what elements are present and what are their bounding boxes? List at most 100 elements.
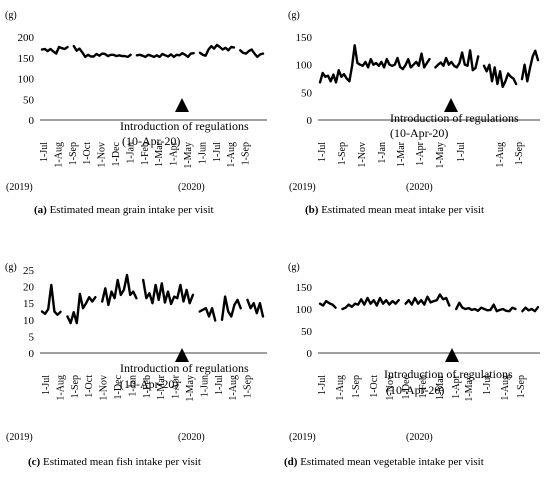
annotation-date: (10-Apr-20)	[390, 126, 448, 140]
y-tick-label: 0	[29, 115, 35, 127]
series-line-segment	[482, 63, 518, 89]
series-line-segment	[141, 278, 195, 306]
y-unit-label: (g)	[5, 10, 17, 21]
y-unit-label: (g)	[288, 10, 300, 21]
caption-letter: (c)	[28, 456, 43, 468]
x-tick-label: 1-May	[183, 142, 194, 169]
x-tick-label: 1-Oct	[84, 375, 95, 398]
x-tick-label: 1-Apr	[171, 374, 182, 399]
annotation-date: (10-Apr-20)	[122, 134, 180, 148]
x-tick-label: 1-Nov	[357, 142, 368, 168]
x-tick-label: 1-Oct	[82, 142, 93, 165]
y-tick-label: 100	[296, 60, 313, 72]
y-tick-label: 20	[23, 282, 35, 294]
x-tick-label: 1-Aug	[226, 142, 237, 168]
y-tick-label: 0	[29, 348, 35, 360]
x-tick-label: 1-Apr	[451, 374, 462, 399]
y-tick-label: 25	[23, 265, 35, 277]
x-tick-label: 1-Jul	[214, 375, 225, 395]
chart-panel-b: (g) 0 50 100 150 1-Jul 1-Sep 1-Nov 1-Jan 1-Mar 1-A…	[288, 10, 540, 216]
x-tick-label: 1-Sep	[70, 375, 81, 398]
x-tick-label: 1-Apr	[415, 141, 426, 166]
x-tick-label: 1-Sep	[514, 142, 525, 165]
x-tick-label: 1-Aug	[495, 142, 506, 168]
x-tick-label: 1-Aug	[228, 375, 239, 401]
x-tick-label: 1-Sep	[351, 375, 362, 398]
x-tick-label: 1-Dec	[401, 374, 412, 399]
annotation-title: Introduction of regulations	[120, 119, 249, 133]
series-line-segment	[434, 49, 480, 72]
x-tick-label: 1-Aug	[500, 375, 511, 401]
series-line-segment	[40, 283, 62, 316]
y-tick-label: 15	[23, 298, 35, 310]
x-tick-label: 1-Sep	[68, 142, 79, 165]
y-tick-label: 5	[29, 331, 35, 343]
x-tick-label: 1-Jul	[317, 375, 328, 395]
caption-letter: (d)	[284, 456, 300, 468]
x-tick-label: 1-Jan	[125, 142, 136, 164]
x-tick-label: 1-Dec	[111, 141, 122, 166]
year-label: (2020)	[178, 182, 205, 193]
x-tick-label: 1-Dec	[113, 374, 124, 399]
y-tick-label: 10	[23, 315, 35, 327]
x-tick-label: 1-Sep	[241, 142, 252, 165]
chart-caption: (a) Estimated mean grain intake per visi…	[34, 204, 214, 216]
year-label: (2019)	[6, 182, 33, 193]
y-tick-label: 0	[307, 348, 313, 360]
annotation-title: Introduction of regulations	[390, 111, 519, 125]
x-tick-label: 1-Mar	[156, 374, 167, 400]
series-line-segment	[40, 45, 69, 55]
x-tick-label: 1-Aug	[335, 375, 346, 401]
caption-text: Estimated mean fish intake per visit	[43, 456, 201, 468]
x-tick-label: 1-May	[464, 375, 475, 402]
y-tick-label: 150	[18, 53, 35, 65]
year-label: (2020)	[406, 432, 433, 443]
series-line-segment	[521, 306, 540, 313]
x-tick-label: 1-Apr	[169, 141, 180, 166]
x-tick-label: 1-Feb	[140, 142, 151, 165]
x-tick-label: 1-Nov	[97, 142, 108, 168]
x-tick-label: 1-Sep	[243, 375, 254, 398]
regulation-marker-icon	[175, 348, 189, 362]
x-tick-label: 1-Jul	[39, 142, 50, 162]
x-tick-label: 1-Oct	[369, 375, 380, 398]
y-tick-label: 150	[296, 282, 313, 294]
x-tick-label: 1-Nov	[99, 375, 110, 401]
y-tick-label: 100	[296, 304, 313, 316]
caption-text: Estimated mean meat intake per visit	[321, 204, 484, 216]
series-line-segment	[239, 48, 265, 59]
annotation-title: Introduction of regulations	[120, 361, 249, 375]
x-tick-label: 1-Jul	[41, 375, 52, 395]
x-tick-label: 1-Jun	[197, 142, 208, 164]
series-line-segment	[318, 44, 431, 84]
x-tick-label: 1-Mar	[154, 141, 165, 167]
x-tick-label: 1-Aug	[55, 375, 66, 401]
series-line-segment	[220, 295, 242, 321]
x-tick-label: 1-Feb	[142, 375, 153, 398]
year-label: (2019)	[289, 182, 316, 193]
y-tick-label: 50	[301, 326, 313, 338]
y-unit-label: (g)	[5, 262, 17, 273]
regulation-marker-icon	[444, 98, 458, 112]
annotation-title: Introduction of regulations	[384, 367, 513, 381]
y-tick-label: 50	[301, 87, 313, 99]
year-label: (2019)	[6, 432, 33, 443]
y-tick-label: 200	[18, 32, 35, 44]
x-tick-label: 1-Jul	[317, 142, 328, 162]
annotation-date: (10-Apr-20)	[120, 377, 178, 391]
chart-panel-d: (g) 0 50 100 150 1-Jul 1-Aug 1-Sep 1-Oct 1-Nov 1-D…	[284, 262, 540, 468]
series-line-segment	[404, 293, 451, 307]
year-label: (2020)	[178, 432, 205, 443]
series-line-segment	[72, 44, 132, 59]
x-tick-label: 1-Nov	[385, 375, 396, 401]
series-line-segment	[135, 52, 195, 59]
y-tick-label: 100	[18, 74, 35, 86]
x-tick-label: 1-May	[435, 142, 446, 169]
series-line-segment	[198, 43, 236, 57]
caption-letter: (a)	[34, 204, 50, 216]
caption-text: Estimated mean vegetable intake per visi…	[300, 456, 484, 468]
regulation-marker-icon	[175, 98, 189, 112]
